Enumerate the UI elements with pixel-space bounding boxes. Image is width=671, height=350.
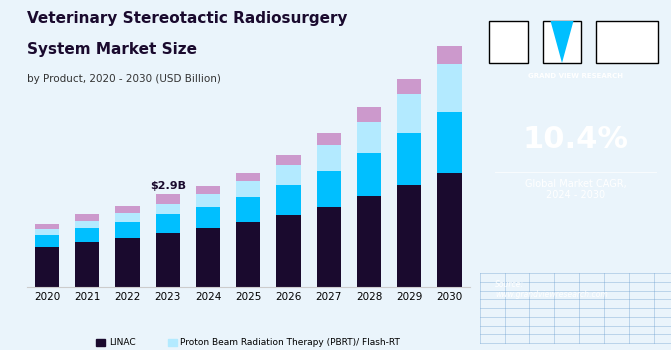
Bar	[276, 165, 301, 185]
Bar	[437, 64, 462, 112]
FancyBboxPatch shape	[489, 21, 527, 63]
Bar	[75, 243, 99, 287]
Bar	[156, 233, 180, 287]
Bar	[35, 234, 59, 247]
Bar	[75, 228, 99, 243]
Bar	[196, 206, 220, 228]
FancyBboxPatch shape	[597, 21, 658, 63]
Bar	[437, 46, 462, 64]
Bar	[317, 133, 341, 146]
Bar	[397, 79, 421, 94]
Bar	[236, 197, 260, 222]
Bar	[115, 222, 140, 238]
Bar	[35, 247, 59, 287]
Bar	[196, 228, 220, 287]
Text: by Product, 2020 - 2030 (USD Billion): by Product, 2020 - 2030 (USD Billion)	[27, 74, 221, 84]
Bar	[276, 215, 301, 287]
Bar	[75, 221, 99, 228]
Legend: LINAC, CyberKnife, Proton Beam Radiation Therapy (PBRT)/ Flash-RT, Gamma Knife: LINAC, CyberKnife, Proton Beam Radiation…	[93, 335, 404, 350]
Text: GRAND VIEW RESEARCH: GRAND VIEW RESEARCH	[528, 74, 623, 79]
Text: System Market Size: System Market Size	[27, 42, 197, 57]
Bar	[397, 133, 421, 185]
Bar	[276, 185, 301, 215]
Bar	[236, 181, 260, 197]
Bar	[75, 215, 99, 221]
Bar	[397, 185, 421, 287]
Bar	[115, 238, 140, 287]
Bar	[317, 170, 341, 206]
Bar	[236, 173, 260, 181]
Bar	[317, 146, 341, 170]
Bar	[156, 215, 180, 233]
Bar	[115, 213, 140, 222]
FancyBboxPatch shape	[543, 21, 581, 63]
Text: 10.4%: 10.4%	[523, 126, 628, 154]
Bar	[156, 204, 180, 215]
Bar	[196, 187, 220, 194]
Bar	[357, 107, 381, 122]
Text: Source:
www.grandviewresearch.com: Source: www.grandviewresearch.com	[495, 280, 608, 299]
Bar	[357, 196, 381, 287]
Bar	[236, 222, 260, 287]
Text: $2.9B: $2.9B	[150, 181, 186, 191]
Bar	[196, 194, 220, 206]
Bar	[276, 155, 301, 165]
Bar	[437, 112, 462, 174]
Bar	[317, 206, 341, 287]
Bar	[357, 153, 381, 196]
Polygon shape	[550, 21, 574, 63]
Bar	[156, 194, 180, 204]
Bar	[437, 174, 462, 287]
Bar	[115, 206, 140, 213]
Bar	[35, 224, 59, 229]
Bar	[397, 94, 421, 133]
Text: Veterinary Stereotactic Radiosurgery: Veterinary Stereotactic Radiosurgery	[27, 10, 348, 26]
Bar	[35, 229, 59, 234]
Bar	[357, 122, 381, 153]
Text: Global Market CAGR,
2024 - 2030: Global Market CAGR, 2024 - 2030	[525, 178, 626, 200]
